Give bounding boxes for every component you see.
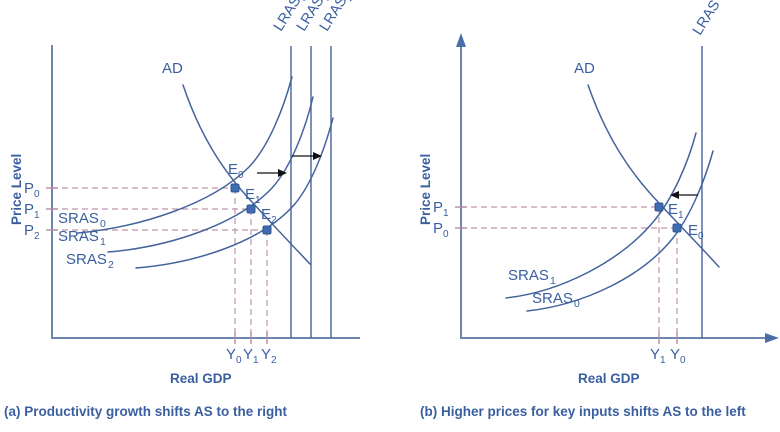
svg-text:E: E — [668, 201, 678, 218]
panel-b-axes — [460, 44, 770, 339]
svg-text:E: E — [261, 206, 271, 223]
panel-b-sras1-curve — [505, 132, 697, 299]
panel-a-sras2-curve — [135, 117, 334, 269]
panel-b-eq-label-e0: E 0 — [688, 222, 704, 242]
panel-a-eq-dot-e1 — [246, 204, 256, 214]
panel-b-price-label-p0: P 0 — [433, 220, 449, 240]
panel-a-eq-dot-e0 — [230, 183, 240, 193]
panel-b-shift-arrow-1 — [670, 191, 698, 199]
svg-text:2: 2 — [271, 355, 277, 366]
panel-b-price-label-p1: P 1 — [433, 199, 449, 219]
panel-a-sras1-curve — [107, 96, 314, 253]
svg-text:E: E — [245, 186, 255, 203]
panel-a-eq-label-e1: E 1 — [245, 186, 261, 206]
svg-text:1: 1 — [321, 0, 334, 3]
panel-b-sras0-curve — [526, 150, 714, 312]
panel-b-output-label-y0: Y 0 — [670, 346, 686, 366]
svg-text:0: 0 — [100, 218, 106, 230]
panel-b-eq-label-e1: E 1 — [668, 201, 684, 221]
panel-b-caption: (b) Higher prices for key inputs shifts … — [420, 404, 746, 419]
panel-b-y-axis-title: Price Level — [418, 154, 433, 225]
svg-text:0: 0 — [680, 355, 686, 366]
panel-b-lras-label: LRAS — [690, 0, 724, 38]
panel-b-eq-dot-e1 — [654, 202, 664, 212]
panel-a-output-label-y0: Y 0 — [226, 346, 242, 366]
svg-text:0: 0 — [443, 229, 449, 240]
svg-text:0: 0 — [574, 298, 580, 310]
svg-text:Y: Y — [261, 346, 271, 363]
svg-text:E: E — [688, 222, 698, 239]
svg-text:0: 0 — [298, 0, 311, 3]
panel-b-y-axis-arrowhead — [456, 33, 466, 47]
panel-a-ad-curve — [182, 84, 311, 265]
svg-text:2: 2 — [271, 215, 277, 226]
panel-a-sras2-label: SRAS 2 — [66, 251, 114, 271]
svg-text:Y: Y — [226, 346, 236, 363]
svg-text:P: P — [433, 199, 443, 216]
svg-text:1: 1 — [678, 210, 684, 221]
panel-a-eq-label-e2: E 2 — [261, 206, 277, 226]
svg-text:0: 0 — [34, 189, 40, 200]
svg-text:1: 1 — [100, 236, 106, 248]
svg-text:Y: Y — [650, 346, 660, 363]
svg-text:SRAS: SRAS — [508, 267, 549, 284]
panel-a-axes — [51, 45, 360, 339]
panel-a-eq-dot-e2 — [262, 225, 272, 235]
panel-b-sras1-label: SRAS 1 — [508, 267, 556, 287]
panel-b-x-axis-arrowhead — [765, 333, 779, 343]
panel-a: Price Level Real GDP AD LRAS 0 LRAS 1 LR… — [9, 0, 360, 386]
panel-a-sras0-label: SRAS 0 — [58, 210, 106, 230]
svg-text:E: E — [228, 161, 238, 178]
svg-text:1: 1 — [550, 275, 556, 287]
svg-text:0: 0 — [698, 231, 704, 242]
panel-a-caption: (a) Productivity growth shifts AS to the… — [4, 404, 287, 419]
panel-a-price-label-p2: P 2 — [24, 222, 40, 242]
svg-text:LRAS: LRAS — [690, 0, 724, 38]
svg-text:1: 1 — [443, 208, 449, 219]
svg-text:1: 1 — [253, 355, 259, 366]
panel-b-output-label-y1: Y 1 — [650, 346, 666, 366]
panel-a-eq-label-e0: E 0 — [228, 161, 244, 181]
svg-text:1: 1 — [255, 195, 261, 206]
panel-a-sras0-curve — [77, 76, 293, 234]
panel-a-ad-label: AD — [162, 60, 183, 77]
svg-text:Y: Y — [243, 346, 253, 363]
panel-b-ad-label: AD — [574, 60, 595, 77]
svg-text:2: 2 — [344, 0, 357, 3]
svg-text:SRAS: SRAS — [58, 228, 99, 245]
svg-text:2: 2 — [34, 231, 40, 242]
svg-text:Y: Y — [670, 346, 680, 363]
svg-text:P: P — [24, 201, 34, 218]
panel-a-y-axis-title: Price Level — [9, 154, 24, 225]
svg-text:1: 1 — [660, 355, 666, 366]
svg-text:SRAS: SRAS — [58, 210, 99, 227]
panel-a-x-axis-title: Real GDP — [170, 371, 232, 386]
svg-text:P: P — [433, 220, 443, 237]
panel-a-sras1-label: SRAS 1 — [58, 228, 106, 248]
panel-b: Price Level Real GDP AD LRAS SRAS 1 SRAS… — [418, 0, 779, 386]
svg-text:SRAS: SRAS — [532, 290, 573, 307]
svg-text:2: 2 — [108, 259, 114, 271]
panel-a-output-label-y2: Y 2 — [261, 346, 277, 366]
panel-b-eq-dot-e0 — [672, 223, 682, 233]
panel-a-output-label-y1: Y 1 — [243, 346, 259, 366]
panel-b-sras0-label: SRAS 0 — [532, 290, 580, 310]
panel-a-shift-arrow-2 — [292, 152, 322, 160]
svg-text:P: P — [24, 180, 34, 197]
panel-a-price-label-p0: P 0 — [24, 180, 40, 200]
svg-text:0: 0 — [236, 355, 242, 366]
svg-text:P: P — [24, 222, 34, 239]
svg-text:1: 1 — [34, 210, 40, 221]
panel-a-shift-arrow-1 — [257, 169, 287, 177]
svg-text:SRAS: SRAS — [66, 251, 107, 268]
svg-text:0: 0 — [238, 170, 244, 181]
panel-a-price-label-p1: P 1 — [24, 201, 40, 221]
panel-b-x-axis-title: Real GDP — [578, 371, 640, 386]
